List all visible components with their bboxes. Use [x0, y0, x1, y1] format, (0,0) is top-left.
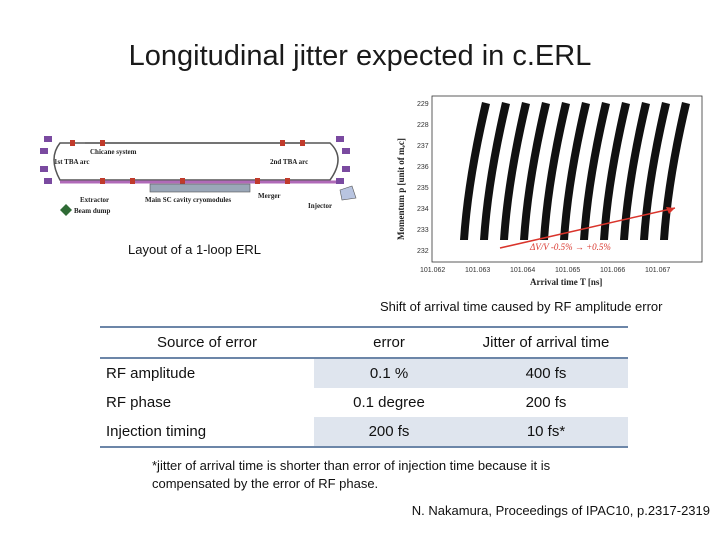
label-injector: Injector: [308, 202, 332, 210]
plot-caption: Shift of arrival time caused by RF ampli…: [380, 299, 663, 314]
label-merger: Merger: [258, 192, 281, 200]
label-chicane: Chicane system: [90, 148, 137, 156]
plot-streak: [660, 102, 690, 240]
phase-space-plot: ΔV/V -0.5% → +0.5% 229 228 237 236 235 234 233…: [396, 95, 703, 287]
reference: N. Nakamura, Proceedings of IPAC10, p.23…: [411, 503, 710, 518]
label-cryo: Main SC cavity cryomodules: [145, 196, 231, 204]
cell-error: 200 fs: [314, 417, 464, 448]
header-source: Source of error: [100, 326, 314, 359]
plot-ytick: 229: [417, 101, 429, 108]
plot-streak: [640, 102, 670, 240]
plot-xlabel: Arrival time T [ns]: [530, 277, 602, 287]
cell-source: Injection timing: [100, 417, 314, 448]
cell-source: RF phase: [106, 394, 172, 411]
plot-xtick: 101.065: [555, 267, 580, 274]
plot-xtick: 101.064: [510, 267, 535, 274]
label-arc1: 1st TBA arc: [54, 158, 90, 166]
plot-xtick: 101.067: [645, 267, 670, 274]
erl-layout-diagram: Chicane system 1st TBA arc 2nd TBA arc E…: [40, 136, 357, 216]
plot-ytick: 232: [417, 248, 429, 255]
header-error: error: [314, 326, 464, 359]
plot-streak: [520, 102, 550, 240]
plot-streak: [500, 102, 530, 240]
cell-jitter: 200 fs: [525, 394, 567, 411]
label-dump: Beam dump: [74, 207, 110, 215]
plot-ytick: 233: [417, 227, 429, 234]
jitter-table: Source of error error Jitter of arrival …: [100, 326, 628, 448]
plot-ytick: 237: [417, 143, 429, 150]
plot-ytick: 228: [417, 122, 429, 129]
table-header-row: Source of error error Jitter of arrival …: [100, 326, 628, 359]
plot-streak: [460, 102, 490, 240]
plot-streak: [540, 102, 570, 240]
plot-xtick: 101.063: [465, 267, 490, 274]
label-extractor: Extractor: [80, 196, 109, 204]
plot-streak: [600, 102, 630, 240]
plot-streak: [480, 102, 510, 240]
cell-error: 0.1 degree: [353, 394, 425, 411]
table-row: Injection timing 200 fs 10 fs*: [100, 417, 628, 448]
table-row: RF phase 0.1 degree 200 fs: [100, 388, 628, 417]
header-jitter: Jitter of arrival time: [464, 326, 628, 359]
cell-jitter: 10 fs*: [464, 417, 628, 448]
plot-ytick: 234: [417, 206, 429, 213]
cell-jitter: 400 fs: [464, 358, 628, 388]
plot-annotation: ΔV/V -0.5% → +0.5%: [529, 242, 611, 252]
plot-streak: [560, 102, 590, 240]
plot-xtick: 101.062: [420, 267, 445, 274]
table-row: RF amplitude 0.1 % 400 fs: [100, 358, 628, 388]
plot-streak: [620, 102, 650, 240]
plot-streak: [580, 102, 610, 240]
plot-ytick: 235: [417, 185, 429, 192]
footnote: *jitter of arrival time is shorter than …: [152, 458, 551, 491]
layout-caption: Layout of a 1-loop ERL: [128, 242, 261, 257]
cell-error: 0.1 %: [314, 358, 464, 388]
plot-xtick: 101.066: [600, 267, 625, 274]
label-arc2: 2nd TBA arc: [270, 158, 308, 166]
cell-source: RF amplitude: [106, 365, 196, 382]
plot-ytick: 236: [417, 164, 429, 171]
slide-title: Longitudinal jitter expected in c.ERL: [128, 40, 592, 72]
plot-ylabel: Momentum p [unit of mₑc]: [396, 138, 406, 240]
